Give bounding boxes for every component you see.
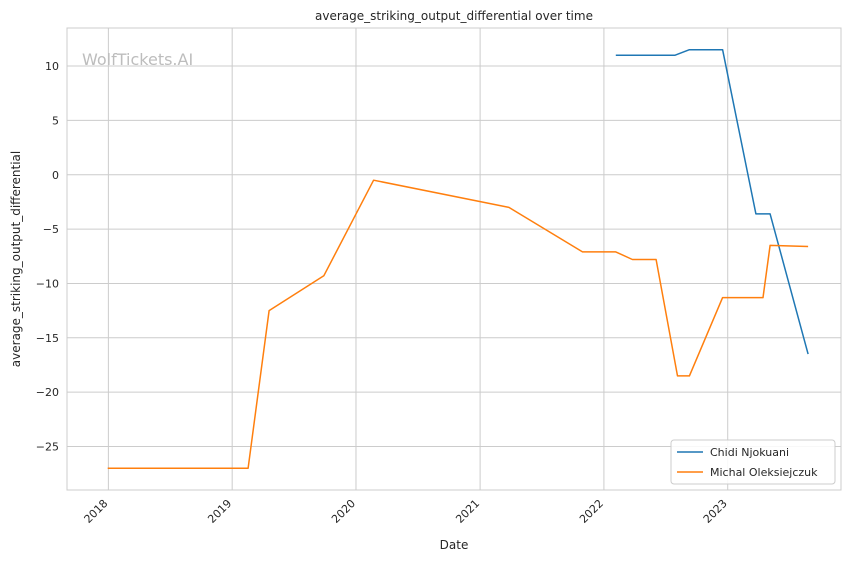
series-layer [107, 48, 809, 470]
x-tick-label: 2020 [329, 497, 358, 526]
y-axis-ticks: 10 5 0 −5 −10 −15 −20 −25 [36, 60, 59, 453]
x-axis-label: Date [440, 538, 469, 552]
x-tick-label: 2023 [701, 497, 730, 526]
legend-label-michal: Michal Oleksiejczuk [710, 466, 818, 479]
x-axis-ticks: 2018 2019 2020 2021 2022 2023 [82, 497, 730, 526]
y-tick-label: 10 [45, 60, 59, 73]
y-tick-label: 0 [52, 169, 59, 182]
grid [67, 28, 841, 490]
legend-box [670, 439, 836, 485]
plot-area [66, 27, 842, 491]
y-tick-label: 5 [52, 114, 59, 127]
watermark: WolfTickets.AI [82, 50, 193, 69]
legend: Chidi Njokuani Michal Oleksiejczuk [670, 439, 836, 485]
x-tick-label: 2019 [205, 497, 234, 526]
legend-label-chidi: Chidi Njokuani [710, 446, 789, 459]
series-line-chidi-njokuani [615, 48, 809, 355]
y-axis-label: average_striking_output_differential [9, 151, 23, 367]
chart-title: average_striking_output_differential ove… [315, 9, 593, 23]
y-tick-label: −15 [36, 332, 59, 345]
y-tick-label: −10 [36, 277, 59, 290]
series-line-michal-oleksiejczuk [107, 179, 809, 470]
y-tick-label: −20 [36, 386, 59, 399]
x-tick-label: 2021 [453, 497, 482, 526]
x-tick-label: 2022 [577, 497, 606, 526]
y-tick-label: −25 [36, 441, 59, 454]
y-tick-label: −5 [43, 223, 59, 236]
x-tick-label: 2018 [82, 497, 111, 526]
